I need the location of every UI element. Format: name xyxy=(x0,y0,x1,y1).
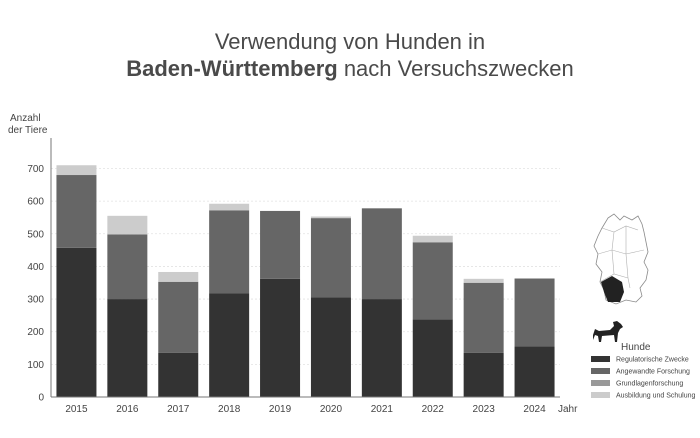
germany-map-icon xyxy=(593,213,649,305)
bars xyxy=(56,165,555,397)
x-tick-label: 2022 xyxy=(422,404,445,415)
bar-segment xyxy=(412,242,453,320)
legend-title: Hunde xyxy=(621,342,651,353)
y-tick-labels: 0 100 200 300 400 500 600 700 xyxy=(27,164,44,404)
bar-segment xyxy=(209,210,250,294)
legend-swatch xyxy=(591,392,610,398)
bar-segment xyxy=(107,215,148,235)
chart-title-line-2: Baden-Württemberg nach Versuchszwecken xyxy=(0,55,700,82)
x-tick-label: 2017 xyxy=(167,404,190,415)
bar-segment xyxy=(107,234,148,300)
y-tick-label: 300 xyxy=(27,295,44,306)
bar-segment xyxy=(310,216,351,219)
bar-segment xyxy=(463,278,504,283)
legend-swatch xyxy=(591,356,610,362)
chart-title-region: Baden-Württemberg xyxy=(126,56,338,81)
bar-segment xyxy=(514,278,555,347)
x-tick-label: 2019 xyxy=(269,404,292,415)
x-tick-label: 2018 xyxy=(218,404,241,415)
y-axis-label-line-2: der Tiere xyxy=(8,125,48,136)
y-tick-label: 400 xyxy=(27,262,44,273)
bar-segment xyxy=(514,346,555,397)
bar-segment xyxy=(260,210,301,279)
y-tick-label: 100 xyxy=(27,360,44,371)
legend-swatch xyxy=(591,368,610,374)
y-tick-label: 700 xyxy=(27,164,44,175)
legend-label: Ausbildung und Schulung xyxy=(616,393,696,400)
bar-segment xyxy=(310,218,351,298)
legend-label: Regulatorische Zwecke xyxy=(616,357,689,364)
legend: Regulatorische Zwecke Angewandte Forschun… xyxy=(591,356,696,400)
chart-title-line-1: Verwendung von Hunden in xyxy=(214,29,486,54)
y-tick-label: 600 xyxy=(27,197,44,208)
x-tick-label: 2023 xyxy=(473,404,496,415)
x-tick-label: 2015 xyxy=(65,404,88,415)
legend-swatch xyxy=(591,380,610,386)
bar-segment xyxy=(361,208,402,300)
x-axis-label: Jahr xyxy=(558,404,578,415)
chart-title: Verwendung von Hunden in Baden-Württembe… xyxy=(0,28,700,82)
bar-segment xyxy=(412,235,453,243)
bar-segment xyxy=(209,203,250,211)
bar-segment xyxy=(412,319,453,397)
x-tick-labels: 2015 2016 2017 2018 2019 2020 2021 2022 2023 2024 xyxy=(65,404,546,415)
y-axis-label-line-1: Anzahl xyxy=(10,113,41,124)
y-tick-label: 500 xyxy=(27,229,44,240)
dog-icon xyxy=(593,321,623,342)
bar-segment xyxy=(158,281,199,353)
bar-segment xyxy=(56,175,97,248)
bar-segment xyxy=(463,282,504,353)
x-tick-label: 2016 xyxy=(116,404,139,415)
bar-segment xyxy=(209,293,250,397)
bar-segment xyxy=(158,352,199,397)
legend-label: Grundlagenforschung xyxy=(616,381,683,388)
axes xyxy=(50,138,560,398)
bar-segment xyxy=(310,297,351,397)
bar-segment xyxy=(463,352,504,397)
x-tick-label: 2021 xyxy=(371,404,394,415)
bar-segment xyxy=(158,271,199,282)
y-tick-label: 200 xyxy=(27,327,44,338)
legend-label: Angewandte Forschung xyxy=(616,369,690,376)
chart-title-rest: nach Versuchszwecken xyxy=(337,56,574,81)
bar-segment xyxy=(361,299,402,397)
bar-segment xyxy=(56,247,97,397)
bar-segment xyxy=(260,278,301,397)
x-tick-label: 2024 xyxy=(523,404,546,415)
y-tick-label: 0 xyxy=(38,393,44,404)
x-tick-label: 2020 xyxy=(320,404,343,415)
bar-segment xyxy=(107,299,148,397)
bar-segment xyxy=(56,165,97,176)
